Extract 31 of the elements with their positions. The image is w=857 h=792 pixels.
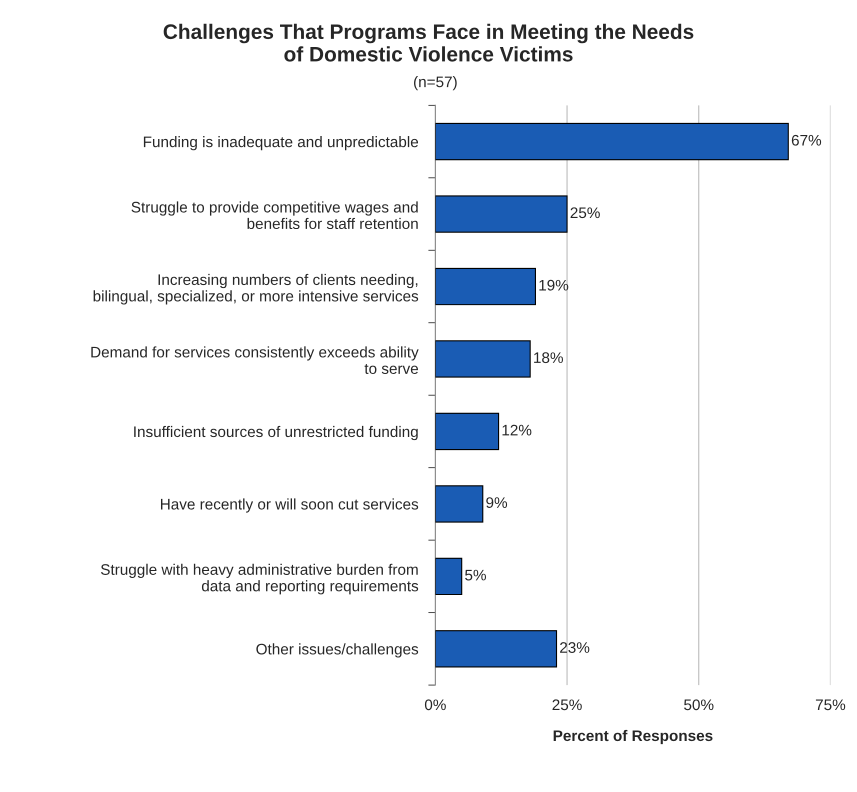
x-tick-label: 0%	[424, 699, 446, 710]
x-tick-label: 50%	[684, 699, 714, 710]
data-label: 23%	[560, 642, 590, 653]
x-tick-label: 25%	[552, 699, 582, 710]
bar	[435, 412, 500, 450]
data-label: 12%	[502, 424, 532, 436]
data-label: 19%	[539, 280, 568, 291]
chart-title: Challenges That Programs Face in Meeting the Needs of Domestic Violence Victims	[164, 24, 694, 62]
bar	[435, 485, 484, 523]
y-tick-label: Funding is inadequate and unpredictable	[144, 136, 418, 150]
y-tick-label: Struggle with heavy administrative burden from data and reporting requirements	[100, 564, 418, 594]
bar	[435, 630, 558, 668]
bar	[435, 268, 536, 306]
data-label: 9%	[486, 497, 508, 508]
x-tick-label: 75%	[816, 699, 846, 710]
y-tick-label: Insufficient sources of unrestricted funding	[134, 426, 418, 440]
x-axis-title: Percent of Responses	[554, 730, 713, 744]
y-tick-label: Other issues/challenges	[256, 643, 418, 658]
data-label: 18%	[534, 352, 563, 364]
chart-subtitle: (n=57)	[414, 76, 457, 90]
bar	[435, 558, 462, 596]
data-label: 25%	[570, 207, 600, 218]
y-tick-label: Have recently or will soon cut services	[160, 498, 418, 513]
y-tick-label: Struggle to provide competitive wages and benefits for staff retention	[132, 201, 418, 230]
bar	[435, 122, 789, 160]
bar	[435, 340, 531, 378]
y-tick-label: Increasing numbers of clients needing, bilingual, specialized, or more intensive services	[94, 274, 418, 305]
y-tick-label: Demand for services consistently exceeds ability to serve	[91, 346, 419, 374]
bar	[435, 195, 568, 233]
data-label: 5%	[465, 570, 486, 580]
data-label: 67%	[792, 134, 822, 146]
